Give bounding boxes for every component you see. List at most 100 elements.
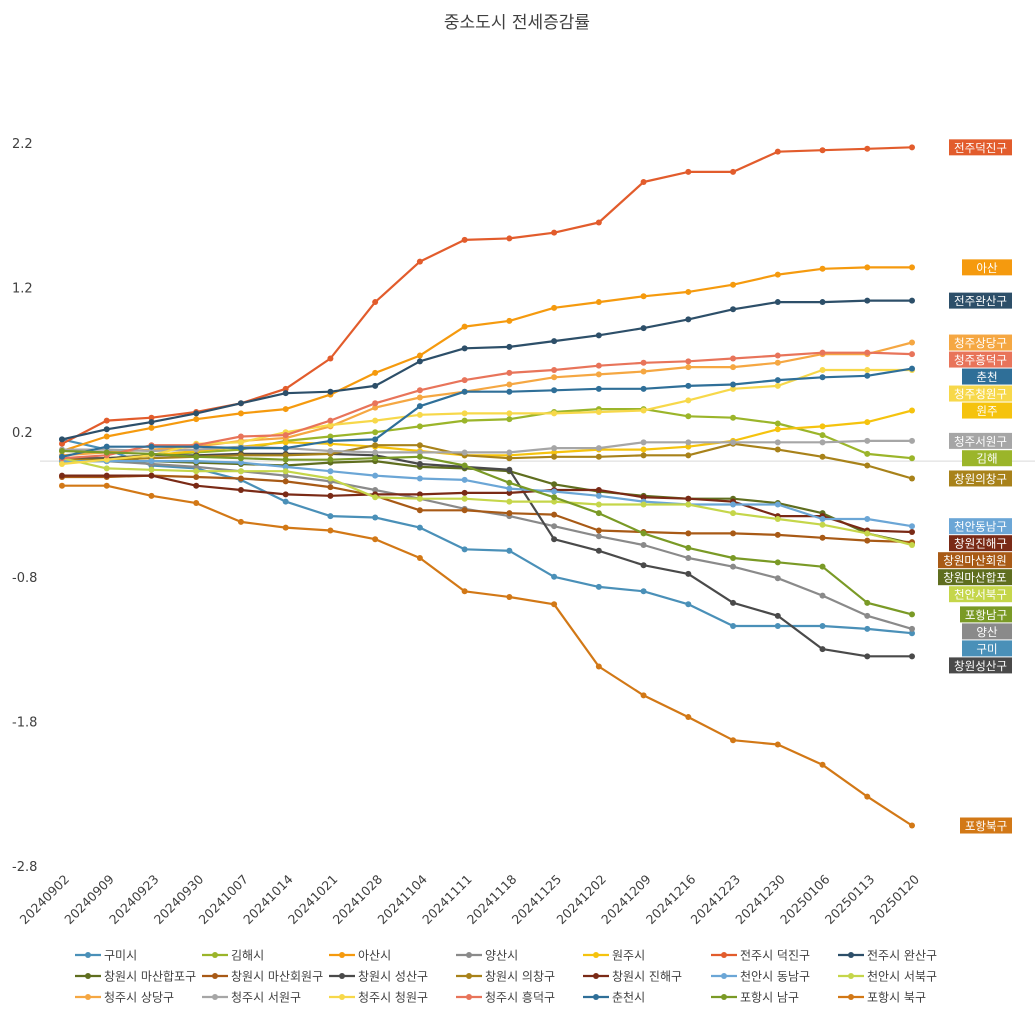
legend-item: 청주시 흥덕구 [456,991,555,1005]
legend-item: 창원시 마산회원구 [202,970,323,984]
data-point [372,472,379,479]
legend-item: 창원시 의창구 [456,970,555,984]
end-label-box [949,351,1012,368]
data-point [506,466,513,473]
data-point [595,583,602,590]
legend-item: 포항시 북구 [838,991,926,1005]
legend-label: 전주시 덕진구 [740,949,810,963]
end-label-box [962,450,1012,467]
data-point [774,559,781,566]
data-point [461,345,468,352]
series-line [61,367,913,458]
data-point [372,436,379,443]
legend-swatch-dot [721,994,727,1000]
data-point [282,385,289,392]
data-point [730,306,737,313]
data-point [372,494,379,501]
data-point [103,472,110,479]
data-point [372,536,379,543]
data-point [819,147,826,154]
data-point [640,359,647,366]
legend-item: 춘천시 [583,990,645,1005]
end-label-text: 창원의창구 [954,472,1007,486]
data-point [148,419,155,426]
legend-swatch-dot [212,994,218,1000]
data-point [416,442,423,449]
data-point [282,491,289,498]
data-point [461,323,468,330]
data-point [461,588,468,595]
data-point [595,492,602,499]
data-point [774,622,781,629]
end-label-box [938,552,1012,569]
data-point [506,388,513,395]
end-label: 청주청원구 [949,385,1012,402]
data-point [372,487,379,494]
data-point [595,362,602,369]
end-label-box [949,518,1012,535]
data-point [864,530,871,537]
data-point [416,352,423,359]
end-label-text: 창원성산구 [954,659,1007,673]
legend-swatch-dot [466,994,472,1000]
data-point [595,487,602,494]
data-point [416,358,423,365]
data-point [551,573,558,580]
data-point [103,433,110,440]
data-point [640,385,647,392]
data-point [237,445,244,452]
data-point [506,343,513,350]
data-point [193,458,200,465]
end-label-text: 양산 [976,625,998,639]
data-point [551,367,558,374]
legend-swatch-dot [85,952,91,958]
data-point [237,487,244,494]
x-axis-ticks: 2024090220240909202409232024093020241007… [17,871,923,927]
data-point [506,485,513,492]
end-label-text: 청주청원구 [954,387,1007,401]
data-point [59,447,65,454]
data-point [327,417,334,424]
data-point [506,369,513,376]
end-label-box [960,817,1012,834]
end-label: 전주덕진구 [949,139,1012,156]
data-point [461,377,468,384]
data-point [685,358,692,365]
end-label: 천안동남구 [949,518,1012,535]
data-point [372,369,379,376]
series-end-labels: 전주덕진구아산전주완산구청주상당구청주흥덕구춘천청주청원구원주청주서원구김해창원… [938,139,1012,834]
data-point [461,417,468,424]
end-label-text: 천안서북구 [954,588,1007,602]
end-label-text: 김해 [976,452,997,466]
data-point [506,381,513,388]
data-point [372,404,379,411]
data-point [685,382,692,389]
legend-swatch-dot [721,973,727,979]
data-point [685,364,692,371]
data-point [909,437,915,444]
data-point [416,555,423,562]
data-point [819,349,826,356]
series-line [62,452,912,658]
legend-label: 창원시 마산합포구 [104,970,196,984]
data-point [372,449,379,456]
data-point [774,426,781,433]
legend-swatch-dot [212,973,218,979]
data-point [640,407,647,414]
data-point [416,491,423,498]
data-point [774,420,781,427]
data-point [640,692,647,699]
data-point [819,453,826,460]
end-label-box [949,139,1012,156]
data-point [551,338,558,345]
data-point [774,377,781,384]
legend-item: 천안시 동남구 [711,969,810,984]
data-point [193,468,200,475]
data-point [59,461,65,468]
data-point [774,352,781,359]
series-line [62,474,913,544]
end-label-text: 청주상당구 [954,336,1007,350]
y-tick-label: 1.2 [12,282,33,297]
data-point [730,510,737,517]
data-point [774,148,781,155]
